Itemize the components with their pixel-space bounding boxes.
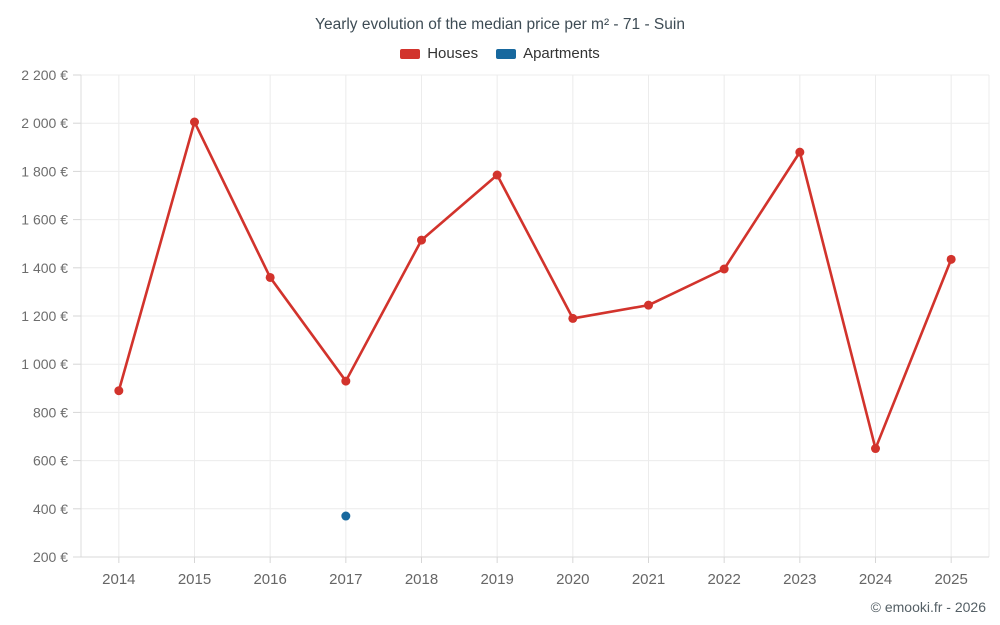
houses-data-point[interactable] [265,272,275,282]
houses-data-point[interactable] [719,264,729,274]
y-axis-tick-label: 400 € [33,501,68,517]
x-axis-tick-label: 2019 [480,571,513,588]
x-axis-tick-label: 2023 [783,571,816,588]
chart-title: Yearly evolution of the median price per… [315,16,685,33]
apartments-series-swatch-icon [496,48,517,59]
x-axis-tick-label: 2020 [556,571,589,588]
houses-data-point[interactable] [114,386,124,396]
credit-text: © emooki.fr - 2026 [870,599,986,615]
legend: Houses Apartments [0,45,1000,62]
y-axis-tick-label: 2 200 € [21,67,68,83]
y-axis-tick-label: 2 000 € [21,115,68,131]
houses-data-point[interactable] [795,147,805,157]
houses-data-point[interactable] [568,313,578,323]
x-axis-tick-label: 2016 [253,571,286,588]
y-axis-tick-label: 1 000 € [21,356,68,372]
houses-data-point[interactable] [190,117,199,127]
legend-label-apartments: Apartments [523,45,600,62]
x-axis-tick-label: 2014 [102,571,135,588]
x-axis-tick-label: 2021 [632,571,665,588]
houses-data-point[interactable] [644,300,653,310]
legend-item-houses[interactable]: Houses [400,45,478,62]
x-axis-tick-label: 2015 [178,571,211,588]
y-axis-tick-label: 1 800 € [21,163,68,179]
apartments-data-point[interactable] [341,511,351,521]
y-axis-tick-label: 1 600 € [21,212,68,228]
houses-data-point[interactable] [492,170,502,180]
y-axis-tick-label: 800 € [33,404,68,420]
x-axis-tick-label: 2024 [859,571,892,588]
y-axis-tick-label: 1 400 € [21,260,68,276]
x-axis-tick-label: 2018 [405,571,438,588]
houses-data-point[interactable] [871,444,880,454]
houses-data-point[interactable] [417,235,426,245]
houses-data-point[interactable] [341,376,351,386]
legend-item-apartments[interactable]: Apartments [496,45,600,62]
y-axis-tick-label: 600 € [33,453,68,469]
houses-series-swatch-icon [400,48,421,59]
x-axis-tick-label: 2025 [934,571,967,588]
legend-label-houses: Houses [427,45,479,62]
x-axis-tick-label: 2022 [707,571,740,588]
x-axis-tick-label: 2017 [329,571,362,588]
houses-series-line [117,120,953,450]
houses-data-point[interactable] [946,254,956,264]
y-axis-tick-label: 1 200 € [21,308,68,324]
y-axis-tick-label: 200 € [33,549,68,565]
